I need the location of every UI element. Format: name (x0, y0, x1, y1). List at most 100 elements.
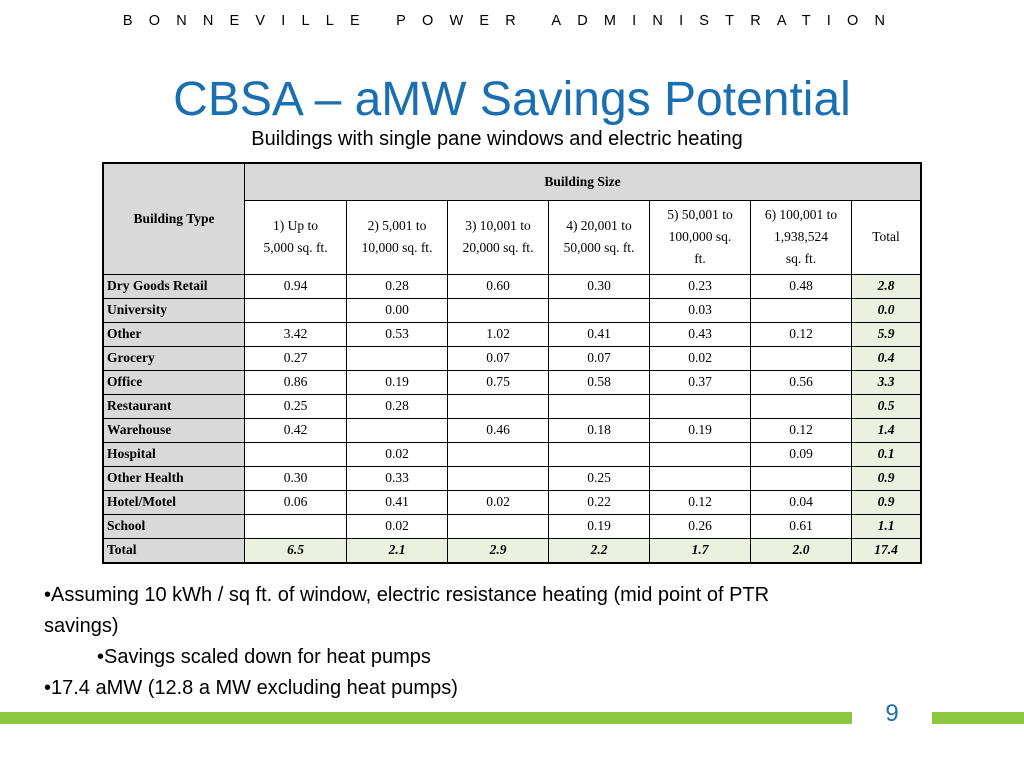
table-cell: 0.25 (244, 393, 347, 419)
savings-table: Building Type Building Size 1) Up to 5,0… (102, 162, 922, 564)
table-row: Other Health 0.30 0.33 0.25 0.9 (102, 465, 922, 491)
table-body: Dry Goods Retail 0.94 0.28 0.60 0.30 0.23 0.48… (102, 273, 922, 563)
table-row: Hospital 0.02 0.09 0.1 (102, 441, 922, 467)
row-label: Grocery (102, 345, 245, 371)
table-cell: 3.42 (244, 321, 347, 347)
table-cell: 0.28 (346, 273, 448, 299)
row-label: Dry Goods Retail (102, 273, 245, 299)
table-row: Other 3.42 0.53 1.02 0.41 0.43 0.12 5.9 (102, 321, 922, 347)
table-cell: 0.07 (548, 345, 650, 371)
total-row-cell: 2.0 (750, 537, 852, 563)
row-label: Hotel/Motel (102, 489, 245, 515)
row-label: School (102, 513, 245, 539)
total-row-cell: 6.5 (244, 537, 347, 563)
table-cell: 0.03 (649, 297, 751, 323)
table-cell: 0.27 (244, 345, 347, 371)
column-header-6: 6) 100,001 to 1,938,524 sq. ft. (750, 199, 852, 275)
footer-bar-right (932, 712, 1024, 724)
table-cell: 0.02 (346, 441, 448, 467)
table-cell (548, 441, 650, 467)
table-cell: 0.37 (649, 369, 751, 395)
table-cell: 0.19 (649, 417, 751, 443)
table-cell: 0.23 (649, 273, 751, 299)
table-cell: 0.30 (244, 465, 347, 491)
row-total-cell: 2.8 (851, 273, 922, 299)
table-row: Restaurant 0.25 0.28 0.5 (102, 393, 922, 419)
row-total-cell: 0.4 (851, 345, 922, 371)
table-cell (548, 297, 650, 323)
table-cell (447, 441, 549, 467)
table-cell (447, 393, 549, 419)
table-cell: 0.28 (346, 393, 448, 419)
table-cell (244, 297, 347, 323)
table-cell (447, 513, 549, 539)
table-cell: 0.33 (346, 465, 448, 491)
column-header-2: 2) 5,001 to 10,000 sq. ft. (346, 199, 448, 275)
table-cell: 0.09 (750, 441, 852, 467)
table-cell: 0.48 (750, 273, 852, 299)
table-cell: 0.02 (346, 513, 448, 539)
table-cell (548, 393, 650, 419)
slide-subtitle: Buildings with single pane windows and e… (251, 128, 743, 150)
column-header-total: Total (851, 199, 922, 275)
table-cell (750, 297, 852, 323)
table-cell: 1.02 (447, 321, 549, 347)
table-cell: 0.56 (750, 369, 852, 395)
table-cell: 0.12 (649, 489, 751, 515)
table-row: Grocery 0.27 0.07 0.07 0.02 0.4 (102, 345, 922, 371)
table-cell: 0.94 (244, 273, 347, 299)
bullet-list: •Assuming 10 kWh / sq ft. of window, ele… (44, 580, 844, 704)
page-number: 9 (885, 700, 899, 727)
row-label: Office (102, 369, 245, 395)
table-cell: 0.19 (548, 513, 650, 539)
table-cell: 0.75 (447, 369, 549, 395)
table-cell (750, 465, 852, 491)
table-cell: 0.12 (750, 417, 852, 443)
table-cell: 0.12 (750, 321, 852, 347)
row-total-cell: 3.3 (851, 369, 922, 395)
row-label: Hospital (102, 441, 245, 467)
organization-header: BONNEVILLE POWER ADMINISTRATION (122, 13, 902, 29)
column-header-5: 5) 50,001 to 100,000 sq. ft. (649, 199, 751, 275)
table-cell: 0.42 (244, 417, 347, 443)
bullet-item: •Assuming 10 kWh / sq ft. of window, ele… (44, 584, 770, 637)
column-header-4: 4) 20,001 to 50,000 sq. ft. (548, 199, 650, 275)
table-row: Warehouse 0.42 0.46 0.18 0.19 0.12 1.4 (102, 417, 922, 443)
table-cell: 0.41 (548, 321, 650, 347)
total-row-label: Total (102, 537, 245, 563)
row-label: Warehouse (102, 417, 245, 443)
table-cell (649, 465, 751, 491)
table-cell (447, 465, 549, 491)
row-total-cell: 0.1 (851, 441, 922, 467)
table-cell: 0.00 (346, 297, 448, 323)
grand-total-cell: 17.4 (851, 537, 922, 563)
table-cell: 0.02 (447, 489, 549, 515)
table-cell: 0.18 (548, 417, 650, 443)
table-cell: 0.43 (649, 321, 751, 347)
table-cell (447, 297, 549, 323)
table-cell: 0.02 (649, 345, 751, 371)
table-cell: 0.58 (548, 369, 650, 395)
table-cell: 0.04 (750, 489, 852, 515)
table-cell (346, 417, 448, 443)
row-label: Other (102, 321, 245, 347)
table-row: Dry Goods Retail 0.94 0.28 0.60 0.30 0.23 0.48… (102, 273, 922, 299)
table-cell: 0.53 (346, 321, 448, 347)
table-cell: 0.61 (750, 513, 852, 539)
table-cell: 0.26 (649, 513, 751, 539)
table-cell (750, 345, 852, 371)
table-cell: 0.46 (447, 417, 549, 443)
table-cell: 0.22 (548, 489, 650, 515)
table-cell (244, 441, 347, 467)
table-cell: 0.86 (244, 369, 347, 395)
slide-title: CBSA – aMW Savings Potential (173, 73, 851, 126)
total-row-cell: 2.1 (346, 537, 448, 563)
row-label: Restaurant (102, 393, 245, 419)
table-cell (244, 513, 347, 539)
total-row-cell: 2.2 (548, 537, 650, 563)
table-cell (346, 345, 448, 371)
table-cell (750, 393, 852, 419)
table-cell: 0.60 (447, 273, 549, 299)
bullet-subitem: •Savings scaled down for heat pumps (97, 646, 431, 668)
column-headers-row: 1) Up to 5,000 sq. ft. 2) 5,001 to 10,00… (103, 199, 922, 275)
